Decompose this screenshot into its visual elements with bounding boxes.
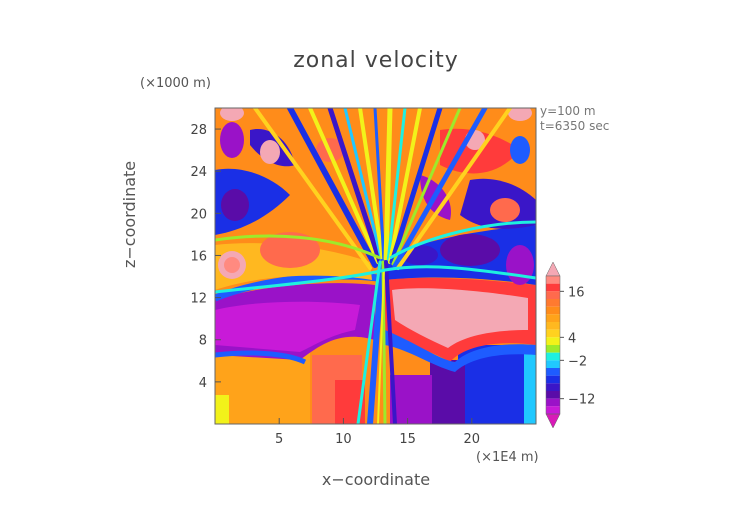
x-axis-label: x−coordinate [321, 470, 431, 489]
colorbar-level [546, 406, 560, 414]
colorbar-level [546, 375, 560, 384]
x-axis-unit-label: (×1E4 m) [476, 450, 539, 465]
y-axis-unit-label: (×1000 m) [140, 76, 211, 91]
colorbar-level [546, 329, 560, 338]
colorbar-level [546, 283, 560, 292]
colorbar: 16 4 −2 −12 [545, 261, 595, 429]
chart-title: zonal velocity [293, 48, 459, 73]
y-tick-label: 16 [190, 249, 207, 264]
plot-frame [214, 107, 537, 425]
x-tick-label: 5 [275, 432, 283, 447]
y-tick-label: 28 [190, 123, 207, 138]
colorbar-level [546, 391, 560, 399]
x-tick-label: 20 [464, 432, 481, 447]
annotation-y-position: y=100 m [540, 104, 596, 118]
colorbar-level [546, 276, 560, 284]
colorbar-level [546, 291, 560, 299]
colorbar-level [546, 383, 560, 391]
colorbar-level [546, 314, 560, 322]
colorbar-level [546, 352, 560, 361]
y-tick-label: 4 [199, 376, 207, 391]
colorbar-frame [545, 275, 561, 415]
colorbar-level [546, 299, 560, 307]
x-tick-label: 15 [399, 432, 416, 447]
colorbar-level [546, 398, 560, 407]
colorbar-tick-label: −12 [568, 393, 595, 408]
y-tick-label: 20 [190, 207, 207, 222]
y-tick-label: 24 [190, 165, 207, 180]
colorbar-level [546, 337, 560, 345]
colorbar-tick-label: −2 [568, 354, 587, 369]
colorbar-level [546, 345, 560, 353]
colorbar-level [546, 306, 560, 315]
annotation-time: t=6350 sec [540, 119, 610, 133]
colorbar-tick-label: 16 [568, 285, 585, 300]
y-tick-label: 8 [199, 334, 207, 349]
x-tick-label: 10 [335, 432, 352, 447]
contour-fields [215, 108, 536, 424]
colorbar-tick-label: 4 [568, 331, 576, 346]
colorbar-level [546, 368, 560, 376]
y-tick-label: 12 [190, 292, 207, 307]
colorbar-level [545, 261, 561, 277]
colorbar-level [546, 322, 560, 330]
colorbar-level [545, 413, 561, 429]
colorbar-level [546, 360, 560, 368]
axes: 5 10 15 20 4 8 12 16 20 24 28 [190, 123, 480, 447]
